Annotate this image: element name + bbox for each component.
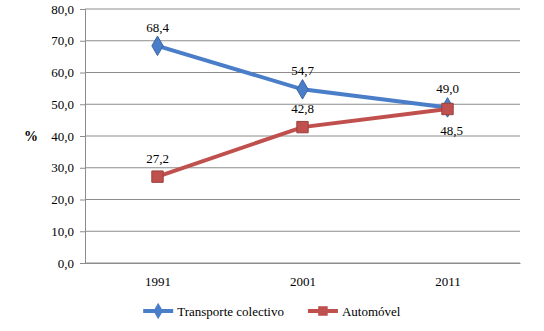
- y-tick-label: 20,0: [51, 192, 74, 207]
- x-axis: 1991 2001 2011: [86, 263, 521, 289]
- grid-line: [85, 263, 520, 264]
- y-tick: 60,0: [51, 65, 85, 80]
- data-labels: 68,4 54,7 49,0 27,2 42,8 48,5: [146, 20, 463, 166]
- marks: [152, 36, 453, 182]
- data-label: 48,5: [440, 123, 463, 138]
- y-tick: 50,0: [51, 97, 85, 112]
- data-label: 42,8: [291, 101, 314, 116]
- x-tick-label: 1991: [145, 274, 171, 289]
- y-tick-label: 50,0: [51, 97, 74, 112]
- grid-line: [85, 199, 520, 200]
- grid: [85, 9, 520, 263]
- marker: [442, 103, 453, 114]
- legend-label: Automóvel: [342, 304, 401, 319]
- grid-line: [85, 167, 520, 168]
- x-tick: 1991: [145, 263, 171, 289]
- y-tick-label: 0,0: [58, 256, 74, 271]
- legend: Transporte colectivo Automóvel: [143, 303, 401, 319]
- y-tick: 10,0: [51, 224, 85, 239]
- y-tick-mark: [80, 136, 85, 137]
- y-tick-label: 80,0: [51, 2, 74, 17]
- y-tick: 40,0: [51, 129, 85, 144]
- y-tick-mark: [80, 9, 85, 10]
- marker: [297, 121, 308, 132]
- plot: 0,0 10,0 20,0 30,0 40,0 50,0 60,0 70,0 80,0 1991 2…: [51, 2, 520, 290]
- grid-line: [85, 231, 520, 232]
- x-tick: 2011: [435, 263, 461, 289]
- series-line: [158, 109, 448, 177]
- y-tick: 0,0: [58, 256, 85, 271]
- legend-label: Transporte colectivo: [177, 304, 284, 319]
- data-label: 27,2: [146, 151, 169, 166]
- x-axis-line: [86, 263, 521, 264]
- chart: 0,0 10,0 20,0 30,0 40,0 50,0 60,0 70,0 80,0 1991 2…: [0, 0, 544, 331]
- grid-line: [85, 9, 520, 10]
- y-tick-mark: [80, 231, 85, 232]
- legend-item: Transporte colectivo: [143, 303, 284, 319]
- y-tick-label: 10,0: [51, 224, 74, 239]
- y-tick-mark: [80, 263, 85, 264]
- x-tick-label: 2011: [435, 274, 461, 289]
- grid-line: [85, 40, 520, 41]
- marker: [152, 36, 163, 56]
- y-tick-mark: [80, 73, 85, 74]
- marker: [442, 98, 453, 118]
- y-tick-label: 70,0: [51, 33, 74, 48]
- series-line: [158, 46, 448, 108]
- y-tick-label: 40,0: [51, 129, 74, 144]
- y-tick-mark: [80, 168, 85, 169]
- y-tick-label: 30,0: [51, 160, 74, 175]
- y-tick: 20,0: [51, 192, 85, 207]
- x-tick-label: 2001: [290, 274, 316, 289]
- y-tick-mark: [80, 41, 85, 42]
- marker: [297, 80, 308, 100]
- legend-item: Automóvel: [308, 304, 401, 319]
- data-label: 54,7: [291, 63, 314, 78]
- y-axis: 0,0 10,0 20,0 30,0 40,0 50,0 60,0 70,0 80,0: [51, 2, 85, 271]
- y-tick-label: 60,0: [51, 65, 74, 80]
- data-label: 49,0: [436, 81, 459, 96]
- data-label: 68,4: [146, 20, 169, 35]
- y-axis-line: [80, 10, 86, 264]
- y-tick: 80,0: [51, 2, 85, 17]
- y-tick-mark: [80, 200, 85, 201]
- marker: [152, 171, 163, 182]
- y-axis-title: %: [24, 129, 38, 144]
- legend-marker: [318, 306, 328, 316]
- y-tick: 30,0: [51, 160, 85, 175]
- y-tick-mark: [80, 104, 85, 105]
- legend-marker: [153, 303, 162, 319]
- y-tick: 70,0: [51, 33, 85, 48]
- x-tick: 2001: [290, 263, 316, 289]
